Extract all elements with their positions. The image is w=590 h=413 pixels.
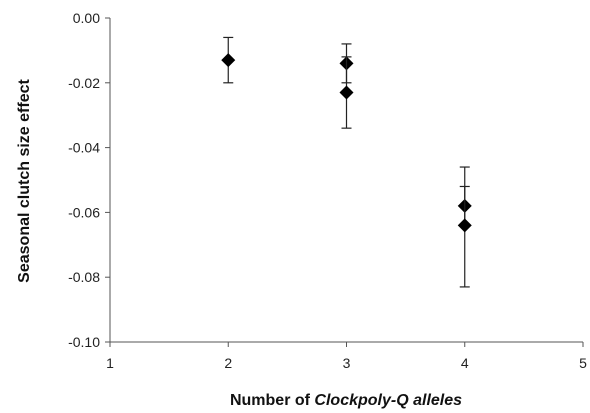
x-tick-label: 5	[579, 355, 587, 371]
y-tick-label: 0.00	[73, 10, 100, 26]
x-axis-label: Number of Clockpoly-Q alleles	[230, 392, 462, 409]
x-tick-label: 4	[461, 355, 469, 371]
x-axis-label-italic: Clockpoly-Q alleles	[314, 392, 462, 409]
y-axis-label: Seasonal clutch size effect	[16, 79, 33, 283]
data-point	[457, 218, 472, 233]
y-tick-label: -0.10	[68, 334, 100, 350]
x-tick-label: 1	[106, 355, 114, 371]
y-tick-label: -0.04	[68, 140, 100, 156]
data-point	[221, 53, 236, 68]
y-tick-label: -0.08	[68, 269, 100, 285]
plot-area: 0.00 -0.02 -0.04 -0.06 -0.08 -0.10 1 2 3 4 5	[68, 10, 587, 371]
x-tick-label: 2	[224, 355, 232, 371]
x-tick-label: 3	[343, 355, 351, 371]
x-axis-label-prefix: Number of	[230, 392, 314, 409]
data-point	[339, 85, 354, 100]
y-tick-label: -0.02	[68, 75, 100, 91]
y-tick-label: -0.06	[68, 204, 100, 220]
